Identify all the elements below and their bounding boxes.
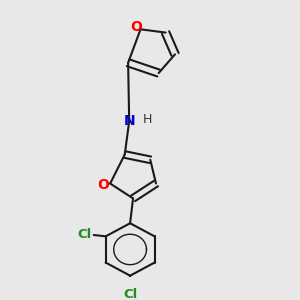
Text: N: N — [123, 114, 135, 128]
Text: H: H — [142, 113, 152, 126]
Text: Cl: Cl — [78, 229, 92, 242]
Text: O: O — [98, 178, 109, 192]
Text: O: O — [130, 20, 142, 34]
Text: Cl: Cl — [123, 289, 137, 300]
